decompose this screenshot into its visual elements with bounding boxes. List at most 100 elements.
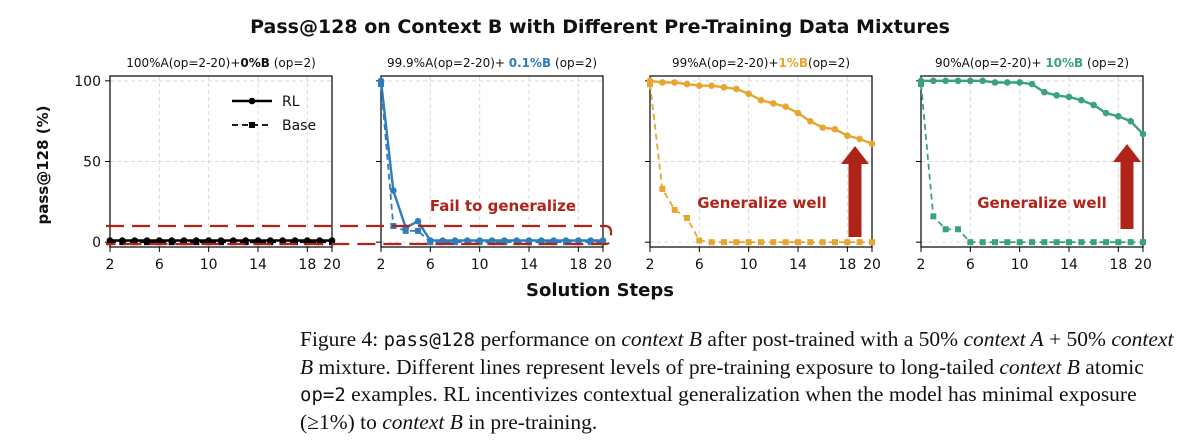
data-point-rl: [1028, 80, 1036, 88]
panel-title-part: 100%A(op=2-20)+: [126, 56, 240, 70]
panel-title: 99.9%A(op=2-20)+ 0.1%B (op=2): [387, 56, 597, 70]
data-point-base: [587, 239, 594, 246]
panel-title-part: 1%B: [779, 56, 809, 70]
series-line-rl: [649, 79, 873, 145]
data-point-base: [1016, 239, 1023, 246]
x-tick-label: 2: [646, 257, 655, 273]
caption-text-1: performance on: [475, 327, 622, 351]
data-point-base: [1090, 239, 1097, 246]
x-tick-label: 20: [1134, 257, 1152, 273]
panel-title-part: (op=2): [1083, 56, 1129, 70]
data-point-rl: [942, 77, 949, 85]
data-point-rl: [414, 217, 422, 225]
data-point-base: [770, 239, 777, 246]
data-point-base: [304, 239, 311, 246]
plot-frame: [920, 75, 1144, 248]
figure-caption: Figure 4: pass@128 performance on contex…: [300, 326, 1180, 436]
caption-text-5: atomic: [1079, 355, 1144, 379]
data-point-base: [832, 239, 838, 246]
data-point-rl: [390, 187, 397, 194]
data-point-rl: [671, 79, 678, 86]
data-point-base: [671, 206, 678, 213]
series-line-base: [920, 84, 1143, 244]
panel-2: 2 6 10 14 18 20 99.9%A(op=2-20)+ 0.1%B (op=2) F…: [376, 56, 612, 273]
x-tick-label: 6: [695, 257, 704, 273]
data-point-base: [193, 239, 200, 246]
data-point-rl: [967, 77, 974, 85]
series-rl: [377, 77, 607, 244]
series-base: [107, 239, 335, 246]
data-point-base: [659, 185, 666, 192]
data-point-base: [242, 239, 249, 246]
data-point-base: [979, 239, 986, 246]
data-point-base: [205, 239, 212, 246]
x-tick-label: 10: [200, 257, 218, 273]
data-point-rl: [856, 135, 863, 143]
panel-title-part: (op=2): [551, 56, 597, 70]
caption-context-b-3: context B: [999, 355, 1080, 379]
figure: Pass@128 on Context B with Different Pre…: [34, 16, 1152, 301]
data-point-base: [721, 239, 727, 246]
x-tick-label: 10: [471, 257, 489, 273]
data-point-rl: [794, 109, 802, 117]
panel-4: 2 6 10 14 18 20 90%A(op=2-20)+ 10%B (op=2) Gene…: [916, 56, 1152, 273]
panel-title-part: (op=2): [270, 56, 316, 70]
x-tick-label: 18: [838, 257, 856, 273]
data-point-base: [538, 239, 545, 246]
data-point-base: [168, 239, 175, 246]
arrow-shaft: [1120, 160, 1134, 229]
x-tick-label: 14: [520, 257, 538, 273]
caption-text-2: after post-trained with a 50%: [701, 327, 964, 351]
figure-title: Pass@128 on Context B with Different Pre…: [250, 16, 950, 38]
data-point-rl: [770, 100, 777, 107]
data-point-base: [107, 239, 113, 246]
data-point-base: [181, 239, 187, 246]
data-point-base: [844, 239, 851, 246]
data-point-base: [869, 239, 875, 246]
data-point-rl: [733, 85, 740, 93]
data-point-rl: [979, 77, 986, 85]
x-tick-label: 6: [966, 257, 975, 273]
caption-text-3: + 50%: [1043, 327, 1112, 351]
annotation-text: Fail to generalize: [430, 197, 576, 215]
data-point-base: [733, 239, 740, 246]
data-point-rl: [1053, 92, 1060, 99]
x-tick-label: 2: [917, 257, 926, 273]
data-point-base: [292, 239, 298, 246]
data-point-base: [856, 239, 863, 246]
data-point-rl: [708, 82, 715, 89]
series-line-rl: [921, 79, 1144, 135]
caption-context-b-4: context B: [382, 410, 463, 434]
data-point-rl: [659, 79, 666, 86]
data-point-rl: [782, 103, 789, 110]
data-point-base: [795, 239, 801, 246]
panel-title-part: 99.9%A(op=2-20)+: [387, 56, 509, 70]
x-tick-label: 18: [1109, 257, 1127, 273]
panel-title: 99%A(op=2-20)+1%B(op=2): [672, 56, 850, 70]
data-point-rl: [1127, 117, 1134, 125]
panel-title-part: 10%B: [1045, 56, 1083, 70]
data-point-base: [267, 239, 274, 246]
x-tick-label: 2: [377, 257, 386, 273]
caption-text-6: examples. RL incentivizes contextual gen…: [300, 382, 1137, 434]
panel-title-part: (op=2): [808, 56, 850, 70]
data-point-rl: [807, 117, 814, 125]
x-tick-label: 20: [594, 257, 612, 273]
data-point-rl: [831, 125, 839, 133]
panel-title-part: 0.1%B: [509, 56, 551, 70]
data-point-base: [1041, 239, 1048, 246]
x-tick-label: 18: [569, 257, 587, 273]
data-point-rl: [757, 96, 765, 104]
panel-title-part: 0%B: [240, 56, 270, 70]
data-point-rl: [1115, 113, 1122, 120]
data-point-base: [600, 239, 606, 246]
data-point-rl: [1078, 96, 1085, 104]
panel-3: 2 6 10 14 18 20 99%A(op=2-20)+1%B(op=2) General…: [645, 56, 881, 273]
x-tick-label: 20: [863, 257, 881, 273]
series-base: [647, 81, 875, 246]
data-point-base: [930, 213, 937, 220]
panel-title: 100%A(op=2-20)+0%B (op=2): [126, 56, 316, 70]
data-point-base: [967, 239, 974, 246]
data-point-base: [1103, 239, 1109, 246]
data-point-base: [489, 239, 495, 246]
